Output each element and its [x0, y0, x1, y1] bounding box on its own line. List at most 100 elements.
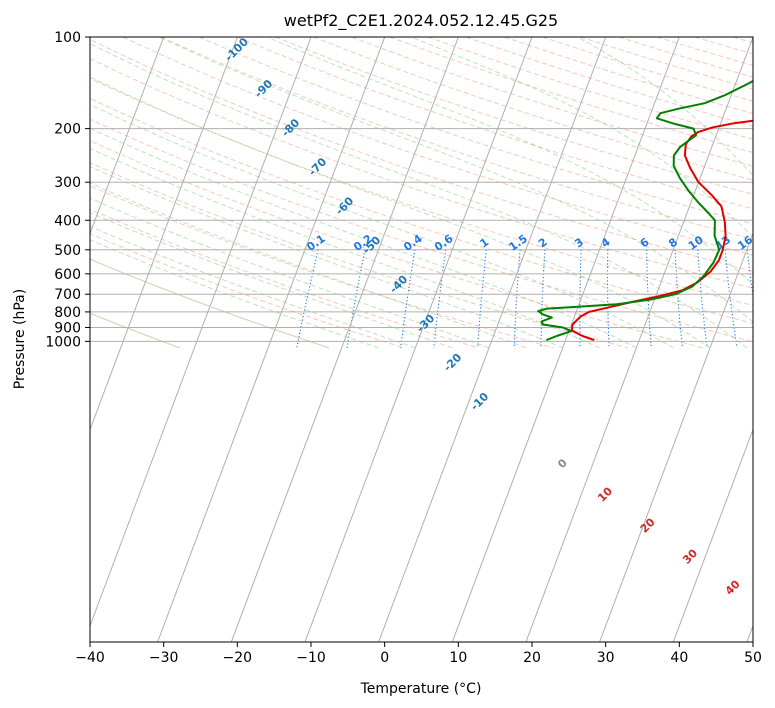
dry-adiabat-line: [351, 37, 753, 167]
x-tick-label: −40: [75, 650, 105, 666]
adiabat-label: 40: [723, 577, 743, 597]
y-tick-label: 700: [54, 287, 81, 303]
moist-adiabat-line: [90, 104, 674, 349]
dry-adiabat-line: [122, 37, 753, 256]
moist-adiabat-line: [90, 165, 564, 349]
adiabat-label: -60: [333, 194, 356, 217]
mixing-ratio-label: 20: [759, 233, 775, 253]
adiabat-label: -70: [306, 155, 329, 178]
moist-adiabat-line: [90, 127, 637, 349]
mixing-ratio-label: 0.4: [401, 232, 425, 254]
mixing-ratio-line: [646, 249, 652, 348]
isotherm-line: [230, 37, 459, 642]
moist-adiabat-line: [90, 43, 748, 349]
moist-adiabat-line: [90, 211, 453, 349]
isotherm-line: [672, 428, 753, 642]
dry-adiabat-line: [90, 140, 703, 349]
mixing-ratio-line: [296, 249, 319, 349]
x-axis: −40 −30 −20 −10 0 10 20 30 40 50: [75, 642, 762, 666]
x-tick-label: 20: [523, 650, 541, 666]
mixing-ratio-line: [433, 249, 447, 348]
dry-adiabat-line: [90, 185, 554, 349]
dewpoint-line: [537, 79, 753, 342]
dry-adiabat-line: [90, 58, 753, 289]
adiabat-label: -90: [252, 77, 275, 100]
moist-adiabat-line: [266, 37, 753, 285]
isotherm-line: [451, 37, 680, 642]
isotherm-line: [378, 37, 607, 642]
x-axis-label: Temperature (°C): [360, 681, 482, 697]
dry-adiabat-line: [90, 118, 753, 343]
mixing-ratio-label: 4: [599, 235, 613, 250]
mixing-ratio-label: 6: [638, 235, 652, 250]
mixing-ratio-line: [400, 249, 416, 348]
mixing-ratio-line: [513, 249, 521, 348]
x-tick-label: 10: [449, 650, 467, 666]
dry-adiabat-line: [90, 312, 180, 349]
adiabat-label: 10: [595, 484, 615, 504]
x-tick-label: 0: [380, 650, 389, 666]
y-tick-label: 300: [54, 175, 81, 191]
y-axis-label: Pressure (hPa): [12, 289, 28, 389]
dry-adiabat-line: [771, 37, 775, 348]
dry-adiabat-line: [90, 38, 753, 272]
moist-adiabat-line: [90, 225, 416, 349]
mixing-ratio-label: 1.5: [506, 232, 529, 254]
dry-adiabat-line: [542, 37, 753, 102]
y-tick-label: 800: [54, 305, 81, 321]
x-tick-label: −30: [149, 650, 179, 666]
isotherm-line: [90, 37, 312, 628]
dry-adiabat-line: [90, 233, 404, 349]
mixing-ratio-line: [697, 249, 708, 348]
adiabat-label: -30: [414, 312, 437, 335]
mixing-ratio-label: 0.1: [304, 232, 327, 254]
isotherm-line: [525, 37, 753, 642]
adiabat-label: 0: [555, 456, 570, 471]
mixing-ratio-label: 16: [735, 233, 755, 253]
mixing-ratio-label: 1: [478, 235, 492, 250]
y-tick-label: 500: [54, 243, 81, 259]
moist-adiabat-line: [158, 37, 753, 323]
moist-adiabat-line: [90, 239, 379, 349]
chart-title: wetPf2_C2E1.2024.052.12.45.G25: [284, 11, 558, 31]
isotherm-line: [90, 37, 165, 235]
moist-adiabat-line: [90, 197, 490, 349]
temperature-line: [570, 119, 753, 342]
mixing-ratio-label: 2: [536, 235, 550, 250]
y-tick-label: 100: [54, 30, 81, 46]
moist-adiabat-line: [90, 182, 527, 349]
adiabat-label: 30: [680, 546, 700, 566]
dry-adiabat-line: [656, 37, 753, 66]
mixing-ratio-line: [772, 250, 775, 348]
grid: [90, 37, 753, 642]
mixing-ratio-line: [674, 249, 683, 348]
isotherm-line: [599, 231, 753, 642]
moist-adiabat-line: [90, 76, 711, 349]
profiles: [537, 79, 753, 342]
mixing-ratio-line: [540, 249, 546, 348]
plot-frame: [89, 36, 754, 643]
y-tick-label: 1000: [45, 334, 81, 350]
x-tick-label: −20: [223, 650, 253, 666]
isotherm-line: [90, 37, 238, 432]
adiabat-label: -80: [279, 116, 302, 139]
mixing-ratio-line: [746, 249, 753, 301]
adiabat-label: -40: [387, 272, 410, 295]
dry-adiabat-line: [90, 97, 753, 324]
y-tick-label: 200: [54, 122, 81, 138]
y-tick-label: 600: [54, 267, 81, 283]
mixing-ratio-line: [477, 249, 487, 348]
x-tick-label: 50: [744, 650, 762, 666]
y-tick-label: 400: [54, 213, 81, 229]
moist-adiabat-line: [90, 147, 600, 349]
mixing-ratio-line: [346, 249, 366, 348]
moist-adiabat-line: [577, 37, 753, 177]
mixing-ratio-line: [724, 249, 738, 348]
background-lines: [90, 37, 775, 349]
dry-adiabat-line: [732, 37, 753, 44]
adiabat-label: -100: [222, 35, 251, 64]
adiabat-label: -20: [441, 351, 464, 374]
x-tick-label: 40: [670, 650, 688, 666]
